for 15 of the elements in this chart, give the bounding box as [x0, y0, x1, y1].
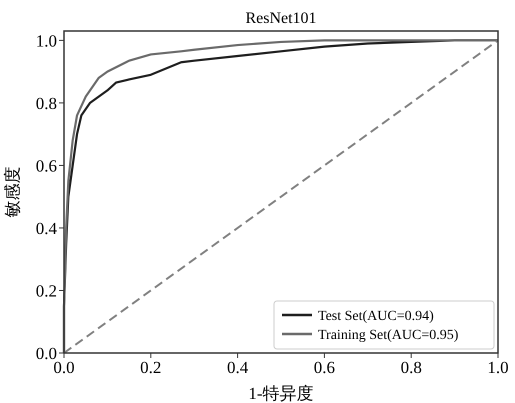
x-axis-title: 1-特异度: [248, 384, 314, 403]
legend-label: Training Set(AUC=0.95): [318, 328, 459, 343]
legend-label: Test Set(AUC=0.94): [318, 309, 434, 324]
y-tick-label: 0.6: [36, 156, 57, 176]
y-tick-label: 1.0: [36, 31, 57, 50]
y-tick-label: 0.8: [36, 94, 57, 113]
x-tick-label: 0.2: [140, 358, 162, 377]
y-tick-label: 0.2: [36, 281, 57, 300]
x-tick-label: 0.6: [314, 358, 336, 377]
x-tick-label: 0.4: [226, 358, 249, 377]
y-axis-title: 敏感度: [3, 166, 22, 218]
y-tick-label: 0.4: [36, 218, 58, 238]
x-tick-label: 1.0: [487, 358, 509, 377]
x-tick-label: 0.8: [400, 358, 422, 377]
chart-title: ResNet101: [245, 10, 317, 27]
